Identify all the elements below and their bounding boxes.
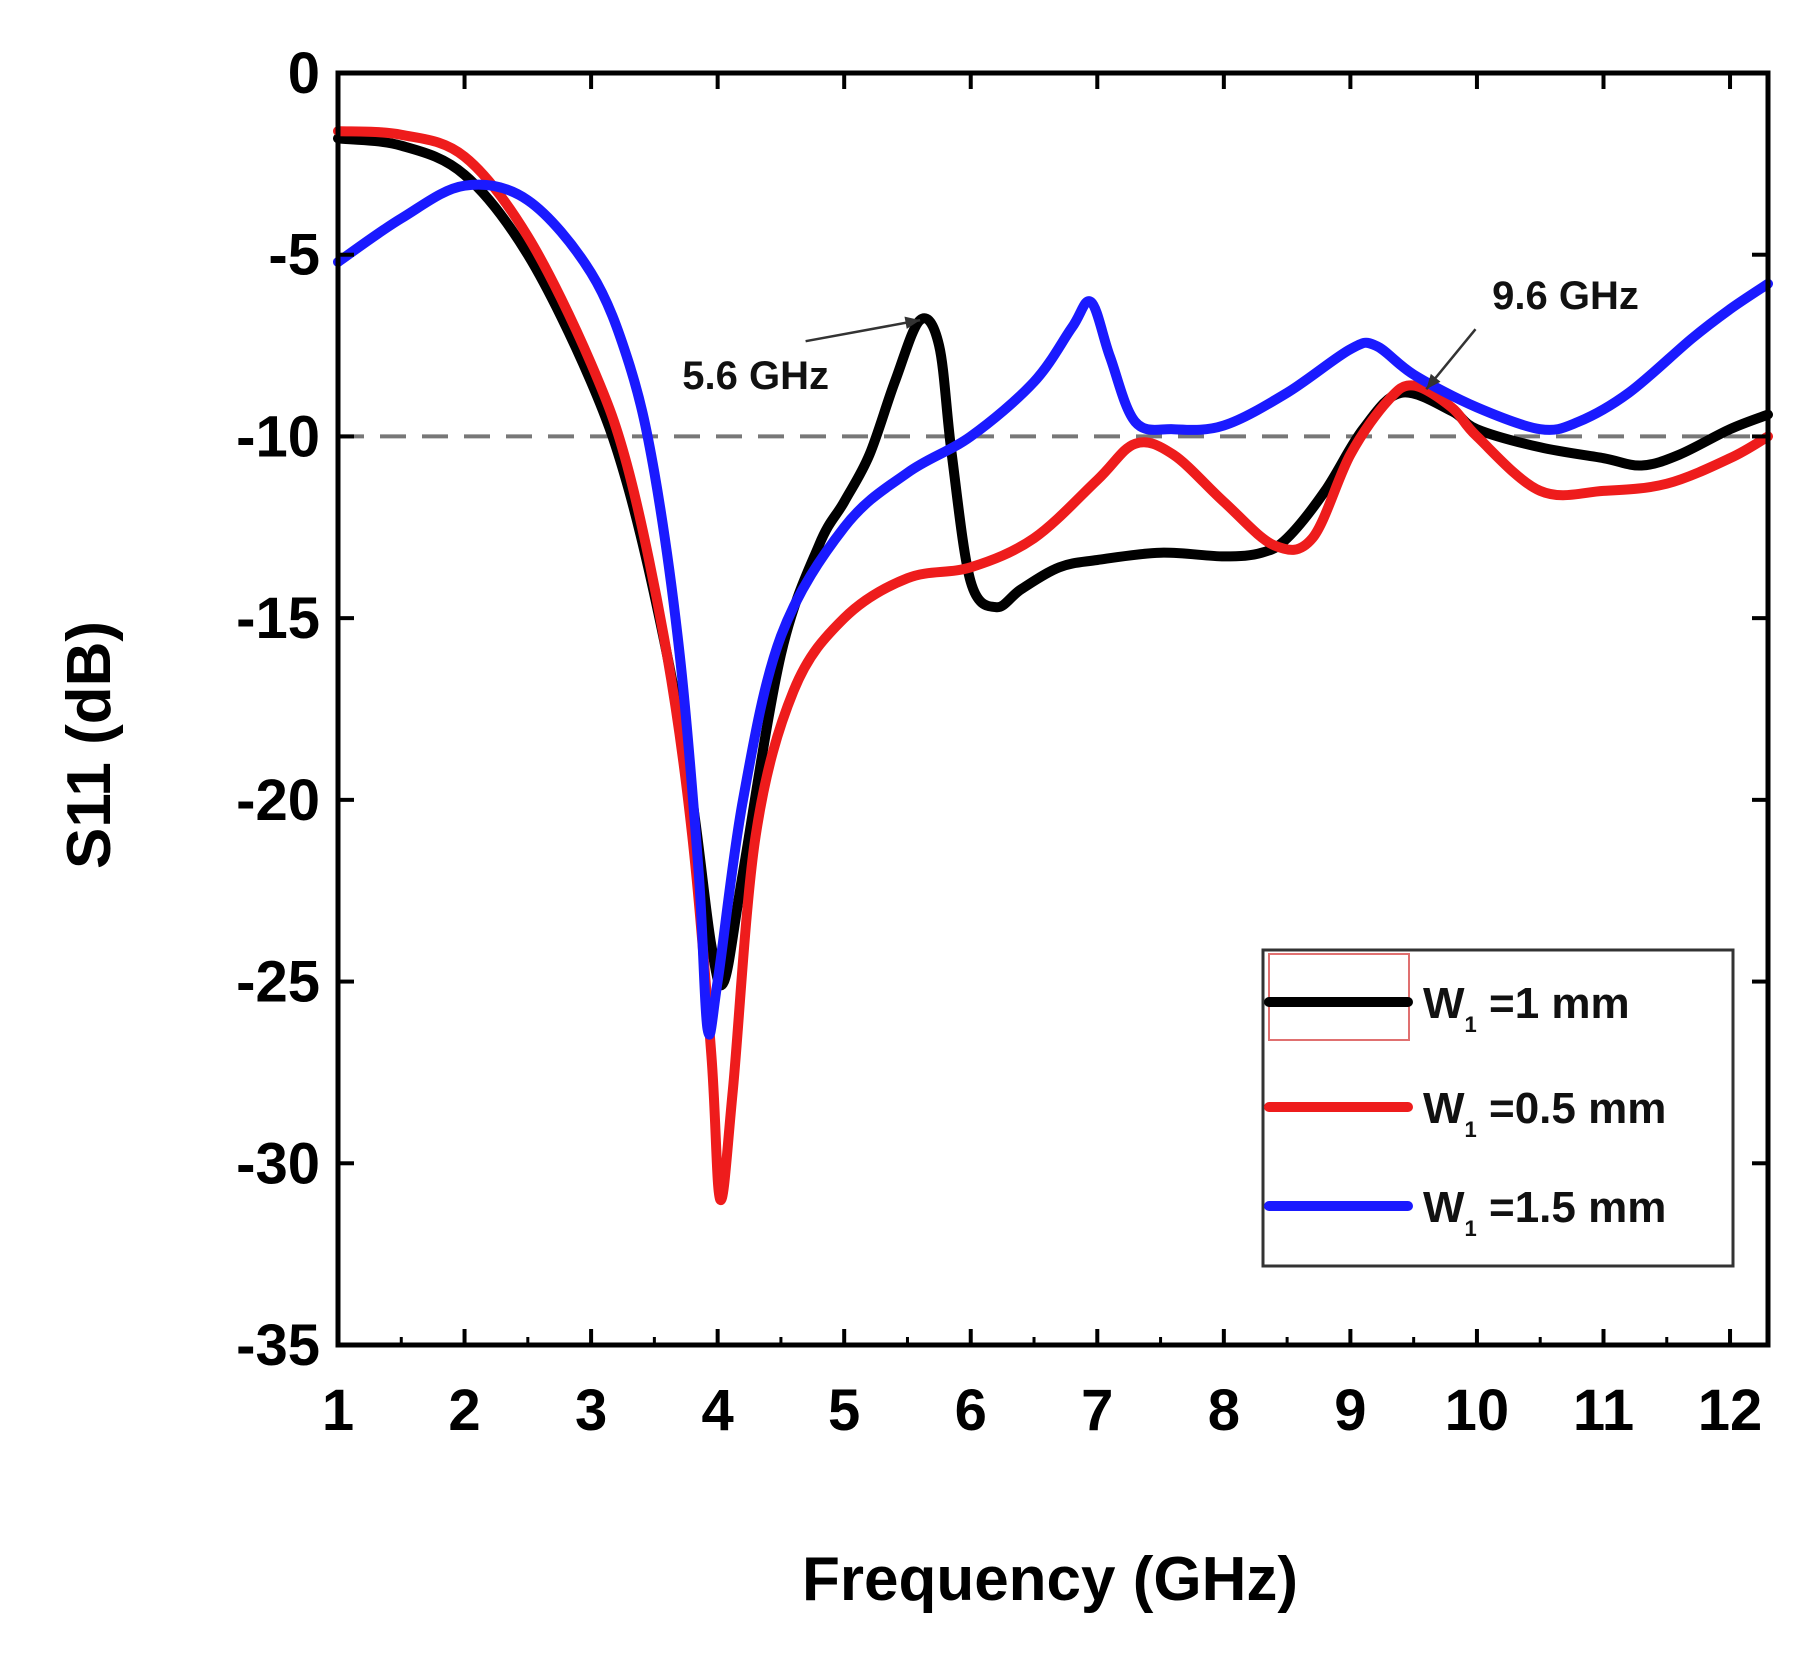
- x-tick-label: 10: [1445, 1378, 1510, 1443]
- y-tick-label: -5: [268, 223, 320, 288]
- x-tick-label: 9: [1334, 1378, 1366, 1443]
- y-tick-label: -15: [236, 586, 320, 651]
- x-tick-label: 5: [828, 1378, 860, 1443]
- series-layer: [333, 126, 1773, 1205]
- y-tick-label: -30: [236, 1131, 320, 1196]
- y-tick-label: 0: [288, 41, 320, 106]
- series-line-w1-0-5mm: [333, 126, 1773, 1205]
- annotation-layer: 5.6 GHz 9.6 GHz: [682, 274, 1639, 398]
- y-tick-label: -20: [236, 768, 320, 833]
- y-tick-label: -25: [236, 950, 320, 1015]
- y-tick-label: -10: [236, 404, 320, 469]
- plot-frame: [335, 70, 1771, 1348]
- annotation-arrow: [805, 318, 921, 343]
- x-tick-label: 3: [575, 1378, 607, 1443]
- series-line-w1-1mm: [333, 133, 1773, 991]
- x-tick-label: 8: [1208, 1378, 1240, 1443]
- y-tick-label: -35: [236, 1313, 320, 1378]
- series-line-w1-1-5mm: [333, 179, 1773, 1040]
- x-tick-label: 7: [1081, 1378, 1113, 1443]
- x-tick-label: 4: [702, 1378, 734, 1443]
- x-tick-label: 2: [448, 1378, 480, 1443]
- x-axis-title: Frequency (GHz): [802, 1545, 1298, 1614]
- x-tick-label: 11: [1573, 1378, 1634, 1443]
- annotation-label: 5.6 GHz: [682, 354, 829, 398]
- legend-items: W1 =1 mm W1 =0.5 mm W1 =1.5 mm: [1264, 979, 1666, 1241]
- annotation-arrowhead: [1426, 373, 1441, 390]
- annotation-arrowhead: [904, 316, 921, 329]
- x-tick-label: 6: [955, 1378, 987, 1443]
- y-axis-title: S11 (dB): [55, 621, 124, 869]
- tick-layer: 1 2 3 4 5 6 7 8 9 10 11 120-5-10-15-20-25-30-35: [236, 41, 1768, 1443]
- legend-label: W1 =1 mm: [1423, 979, 1630, 1037]
- x-tick-label: 12: [1698, 1378, 1763, 1443]
- x-tick-label: 1: [322, 1378, 354, 1443]
- legend: W1 =1 mm W1 =0.5 mm W1 =1.5 mm: [1261, 948, 1735, 1268]
- annotation-label: 9.6 GHz: [1492, 274, 1639, 318]
- legend-label: W1 =0.5 mm: [1423, 1084, 1666, 1142]
- legend-label: W1 =1.5 mm: [1423, 1183, 1666, 1241]
